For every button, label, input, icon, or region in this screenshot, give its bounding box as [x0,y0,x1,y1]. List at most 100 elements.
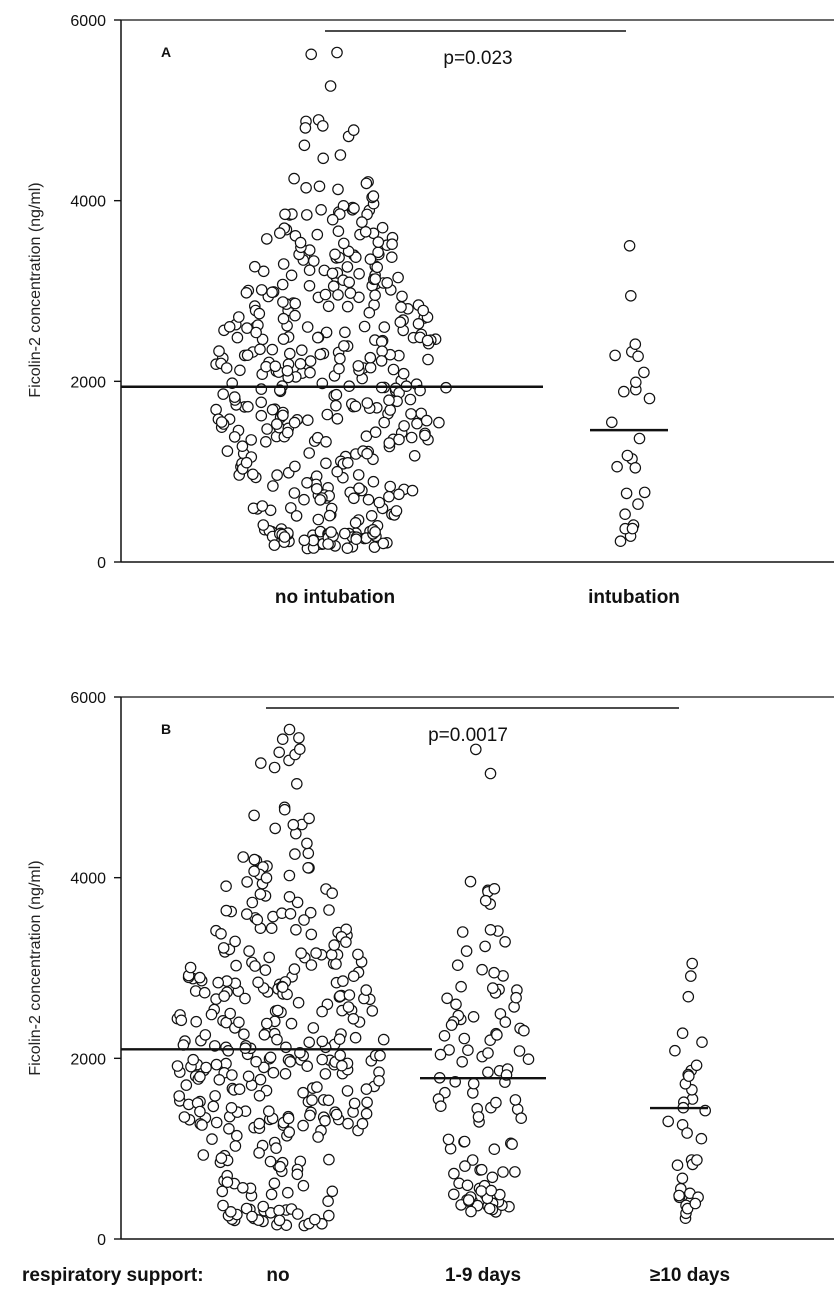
data-point [459,1160,471,1172]
data-point [377,1033,390,1046]
data-point [295,947,307,959]
data-point [267,480,279,492]
data-point [686,957,698,970]
data-point [284,907,297,920]
data-point [234,364,246,377]
data-point [338,340,350,352]
data-point [277,258,290,270]
data-point [289,309,301,322]
p-value-annotation: p=0.023 [443,48,512,69]
data-point [236,440,249,452]
data-point [341,542,354,554]
data-point [330,399,342,412]
data-point [316,1005,328,1018]
data-point [339,326,351,339]
y-tick-label: 6000 [70,690,106,707]
data-point [676,1172,689,1185]
data-point [326,887,338,899]
data-point [342,1117,354,1130]
data-point [178,1111,191,1123]
data-point [513,1045,526,1057]
data-point [260,1017,273,1030]
data-point [405,408,417,420]
data-point [276,981,289,993]
data-point [377,537,390,550]
data-point [190,1015,202,1028]
data-point [241,876,253,888]
data-point [483,1202,496,1215]
x-tick-label: intubation [588,587,680,608]
data-point [301,321,314,333]
data-point [302,847,315,860]
data-point [288,963,301,975]
data-point [210,1116,223,1129]
data-point [223,1123,235,1135]
data-point [387,363,400,376]
x-tick-label: ≥10 days [650,1265,730,1286]
data-point [518,1024,530,1037]
data-point [241,322,253,334]
data-point [420,414,433,427]
data-point [475,1163,488,1176]
data-point [241,908,253,920]
panel-label: A [161,44,171,60]
data-point [288,487,301,499]
data-point [349,1031,362,1044]
data-point [184,961,197,974]
data-point [408,449,421,462]
data-point [291,1208,304,1220]
data-point [255,396,267,409]
data-point [240,456,253,469]
data-point [320,457,332,470]
data-point [304,906,317,919]
data-point [332,225,345,237]
data-point [225,1206,237,1218]
data-point [306,1094,318,1106]
p-value-annotation: p=0.0017 [428,725,508,746]
data-point [691,1154,703,1166]
data-point [406,484,419,497]
data-point [293,743,306,755]
data-point [210,1058,223,1071]
data-point [333,1033,346,1045]
data-point [460,945,473,957]
data-point [197,1149,210,1161]
data-point [347,970,360,982]
data-point [320,435,332,448]
data-point [247,468,259,481]
data-point [456,926,469,938]
data-point [194,971,206,984]
data-point [303,264,316,276]
data-point [187,1053,199,1066]
data-point [223,320,236,333]
data-point [283,723,296,736]
data-point [282,1112,295,1125]
data-point [482,1066,494,1079]
data-point [220,904,233,917]
data-point [456,1056,468,1068]
data-point [330,958,342,970]
x-group-prefix: respiratory support: [22,1265,204,1286]
data-point [254,757,267,769]
data-point [301,414,314,426]
data-point [260,233,273,245]
data-point [458,1032,471,1045]
data-point [362,493,375,506]
data-point [294,357,307,370]
data-point [422,353,434,366]
data-point [194,1105,206,1118]
data-point [198,986,211,999]
data-point [225,1102,238,1114]
data-point [323,1153,335,1166]
data-point [366,1005,379,1017]
data-point [385,251,398,264]
data-point [295,344,308,356]
data-point [257,1200,269,1213]
data-point [365,509,378,522]
data-point [257,519,270,531]
data-point [274,1160,286,1173]
data-point [376,221,389,234]
data-point [254,1073,267,1086]
data-point [619,508,631,520]
data-point [255,383,268,395]
